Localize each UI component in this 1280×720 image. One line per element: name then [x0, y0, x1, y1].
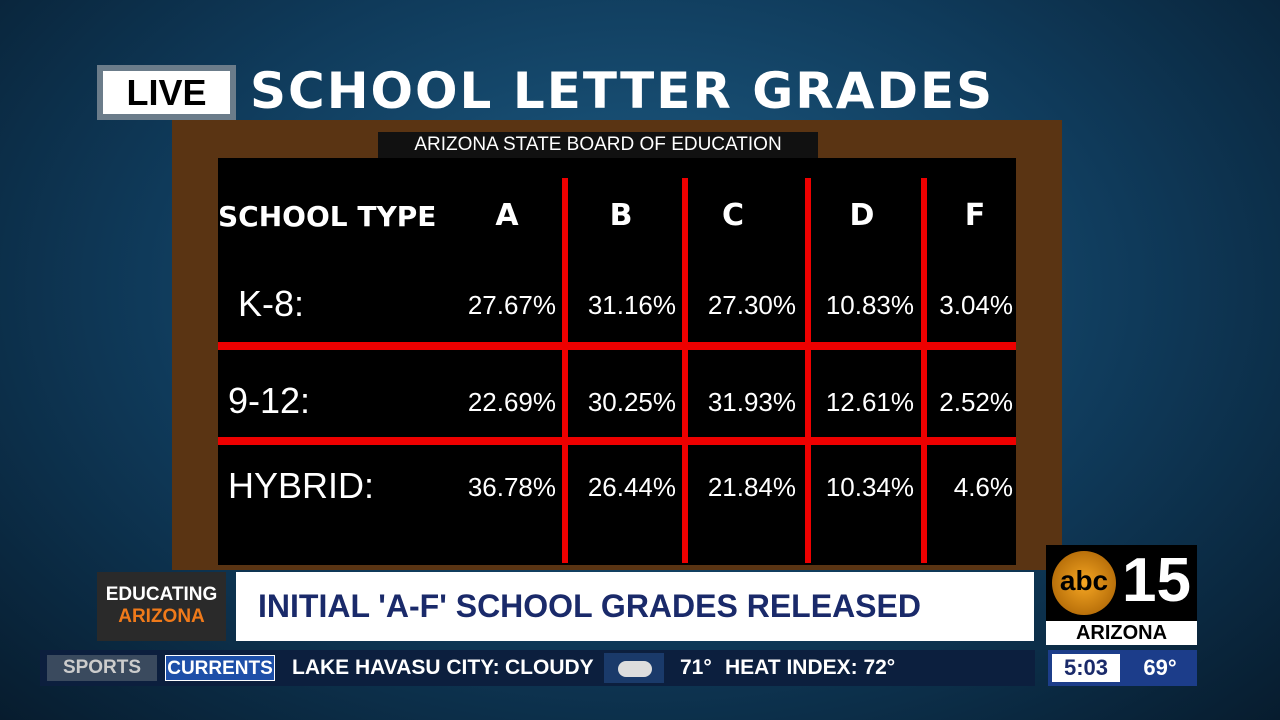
cell: 36.78%	[467, 472, 556, 502]
cell: 3.04%	[939, 290, 1013, 320]
cell: 10.34%	[825, 472, 914, 502]
ticker-heat-index: HEAT INDEX: 72°	[725, 656, 896, 679]
cell: 10.83%	[825, 290, 914, 320]
column-header: F	[964, 198, 986, 233]
live-badge: LIVE	[97, 65, 236, 120]
source: ARIZONA STATE BOARD OF EDUCATION	[378, 132, 818, 158]
logo-region: ARIZONA	[1075, 622, 1168, 644]
cell: 21.84%	[707, 472, 796, 502]
clock-time: 5:03	[1052, 654, 1120, 682]
cell: 26.44%	[587, 472, 676, 502]
live-text: LIVE	[103, 71, 230, 114]
section-badge: EDUCATING ARIZONA	[97, 572, 226, 641]
cell: 22.69%	[467, 387, 556, 417]
ticker-tab[interactable]: CURRENTS	[165, 655, 275, 681]
headline: INITIAL 'A-F' SCHOOL GRADES RELEASED	[236, 572, 1034, 641]
logo-channel: 15	[1122, 546, 1191, 615]
grid-line	[218, 437, 1016, 445]
cell: 4.6%	[953, 472, 1013, 502]
cell: 12.61%	[825, 387, 914, 417]
station-logo: abc 15 ARIZONA	[1046, 545, 1197, 645]
grid-line	[682, 178, 688, 563]
grid-line	[218, 342, 1016, 350]
chalkboard	[218, 158, 1016, 565]
cell: 27.67%	[467, 290, 556, 320]
row-label: HYBRID:	[228, 465, 375, 506]
logo-disc	[1052, 551, 1116, 615]
cell: 31.16%	[587, 290, 676, 320]
column-header: D	[849, 198, 875, 233]
cell: 27.30%	[707, 290, 796, 320]
ticker-temp: 71°	[680, 656, 712, 679]
clock-temp: 69°	[1143, 655, 1177, 680]
row-label: 9-12:	[228, 380, 311, 421]
cell: 30.25%	[587, 387, 676, 417]
column-header: SCHOOL TYPE	[218, 200, 437, 233]
ticker-condition: CLOUDY	[505, 656, 594, 679]
ticker-tab[interactable]: SPORTS	[47, 655, 157, 681]
column-header: C	[721, 198, 745, 233]
row-label: K-8:	[238, 283, 305, 324]
column-header: A	[495, 198, 519, 233]
weather-icon	[604, 653, 664, 683]
grid-line	[562, 178, 568, 563]
column-header: B	[609, 198, 633, 233]
clock: 5:03 69°	[1048, 650, 1197, 686]
title: SCHOOL LETTER GRADES	[250, 62, 995, 120]
section-line: ARIZONA	[118, 606, 205, 627]
ticker-city: LAKE HAVASU CITY:	[292, 656, 500, 679]
grid-line	[921, 178, 927, 563]
grid-line	[805, 178, 811, 563]
logo-network: abc	[1059, 565, 1109, 596]
cell: 31.93%	[707, 387, 796, 417]
cell: 2.52%	[939, 387, 1013, 417]
section-line: EDUCATING	[105, 584, 218, 605]
